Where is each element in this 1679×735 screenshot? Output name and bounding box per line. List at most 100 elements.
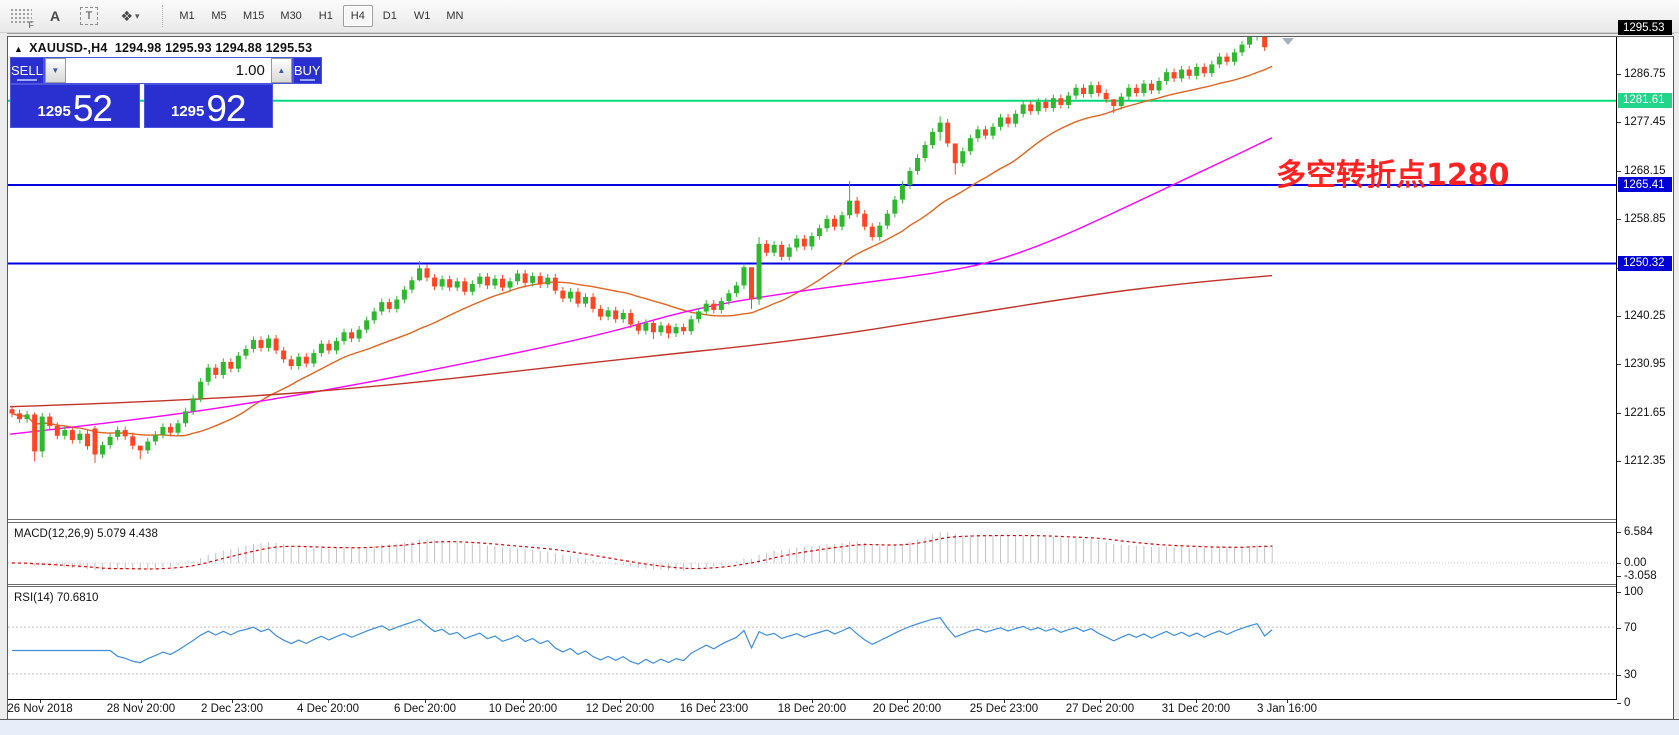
time-label: 26 Nov 2018	[7, 703, 73, 715]
axis-tick	[1617, 364, 1621, 366]
price-tick-label: 1230.95	[1624, 358, 1666, 371]
grid-dots-icon: F	[10, 8, 34, 30]
current-price-badge: 1295.53	[1618, 20, 1672, 36]
frame-right	[1674, 33, 1679, 735]
main-price-chart[interactable]	[8, 37, 1616, 519]
time-tick	[714, 700, 715, 703]
timeframe-toolbar: M1 M5 M15 M30 H1 H4 D1 W1 MN	[171, 5, 471, 27]
price-tick-label: 1286.75	[1624, 68, 1666, 80]
price-tick-label: 1268.15	[1624, 164, 1666, 177]
time-tick	[620, 700, 621, 703]
dashed-t-icon: T	[80, 7, 98, 25]
sell-price-small: 1295	[37, 103, 71, 120]
frame-top-inner	[0, 36, 1679, 37]
macd-label: MACD(12,26,9) 5.079 4.438	[14, 528, 158, 540]
panel-splitter[interactable]	[8, 586, 1617, 587]
timeframe-button-m5[interactable]: M5	[211, 10, 227, 22]
frame-top	[0, 33, 1679, 34]
axis-tick	[1617, 219, 1621, 221]
timeframe-button-d1[interactable]: D1	[382, 10, 397, 22]
time-tick	[523, 700, 524, 703]
timeframe-button-h1[interactable]: H1	[318, 10, 333, 22]
macd-indicator-panel[interactable]	[8, 523, 1616, 584]
buy-price-tile[interactable]: 1295 92	[143, 84, 273, 128]
timeframe-button-h4[interactable]: H4	[342, 5, 373, 27]
rsi-label: RSI(14) 70.6810	[14, 592, 99, 604]
rsi-axis-label: 30	[1624, 669, 1637, 681]
one-click-trading-panel: SELL ▼ ▲ BUY 1295 52 1295 92	[10, 57, 322, 128]
panel-splitter[interactable]	[8, 522, 1617, 523]
chart-title: ▲ XAUUSD-,H4 1294.98 1295.93 1294.88 1295…	[14, 41, 312, 55]
price-tick-label: 1258.85	[1624, 213, 1666, 226]
axis-tick	[1617, 412, 1621, 414]
volume-decrease-button[interactable]: ▼	[44, 58, 66, 83]
frame-left	[0, 33, 7, 735]
time-label: 20 Dec 20:00	[872, 703, 942, 715]
volume-input[interactable]	[65, 58, 271, 83]
time-label: 16 Dec 23:00	[679, 703, 749, 715]
price-tick-label: 1221.65	[1624, 406, 1666, 419]
scroll-to-end-icon[interactable]	[1282, 38, 1294, 45]
axis-tick	[1617, 576, 1621, 577]
frame-right-inner	[1673, 36, 1674, 719]
timeframe-button-m30[interactable]: M30	[280, 10, 302, 22]
text-label-icon[interactable]: A	[49, 8, 61, 24]
time-label: 2 Dec 23:00	[200, 703, 264, 715]
axis-tick	[1617, 592, 1621, 593]
time-label: 10 Dec 20:00	[488, 703, 558, 715]
price-tick-label: 1212.35	[1624, 455, 1666, 468]
text-box-icon[interactable]: T	[76, 4, 102, 28]
price-tick-label: 1240.25	[1624, 309, 1666, 322]
time-tick	[907, 700, 908, 703]
sell-price-big: 52	[72, 87, 113, 129]
axis-tick	[1617, 170, 1621, 172]
time-tick	[141, 700, 142, 703]
axis-tick	[1617, 532, 1621, 533]
sell-price-tile[interactable]: 1295 52	[10, 84, 140, 128]
panel-splitter[interactable]	[8, 519, 1617, 520]
sell-button[interactable]: SELL	[10, 57, 44, 84]
time-tick	[812, 700, 813, 703]
rsi-axis-label: 0	[1624, 697, 1631, 709]
frame-top-pad	[0, 34, 1679, 36]
price-axis-border	[1616, 37, 1617, 700]
symbol-period-label: XAUUSD-,H4	[29, 41, 108, 55]
hline-price-badge: 1265.41	[1618, 177, 1672, 192]
timeframe-button-w1[interactable]: W1	[413, 10, 431, 22]
arrange-objects-icon[interactable]: ❖ ▾	[110, 4, 150, 28]
axis-tick	[1617, 703, 1621, 704]
grip-f-icon[interactable]: F	[8, 4, 34, 30]
ohlc-values: 1294.98 1295.93 1294.88 1295.53	[114, 41, 313, 55]
rsi-axis-label: 70	[1624, 622, 1637, 634]
volume-control: ▼ ▲	[43, 57, 293, 84]
time-axis[interactable]: 26 Nov 2018 28 Nov 20:00 2 Dec 23:00 4 Dec …	[7, 700, 1617, 718]
time-tick	[328, 700, 329, 703]
toolbar-separator	[162, 5, 163, 27]
time-tick	[1287, 700, 1288, 703]
volume-increase-button[interactable]: ▲	[270, 58, 292, 83]
rsi-indicator-panel[interactable]	[8, 587, 1616, 698]
time-label: 4 Dec 20:00	[296, 703, 360, 715]
axis-tick	[1617, 122, 1621, 124]
time-label: 25 Dec 23:00	[969, 703, 1039, 715]
axis-tick	[1617, 461, 1621, 463]
time-label: 12 Dec 20:00	[585, 703, 655, 715]
time-label: 27 Dec 20:00	[1065, 703, 1135, 715]
axis-tick	[1617, 675, 1621, 676]
time-tick	[1100, 700, 1101, 703]
price-axis[interactable]: 1286.751277.451268.151258.851249.551240.…	[1617, 20, 1673, 718]
buy-button[interactable]: BUY	[292, 57, 322, 84]
dropdown-caret-icon: ▾	[135, 10, 140, 21]
frame-left-inner	[7, 36, 8, 719]
diamonds-icon: ❖	[120, 7, 134, 24]
hline-price-badge: 1250.32	[1618, 255, 1672, 271]
timeframe-button-mn[interactable]: MN	[446, 10, 464, 22]
time-label: 3 Jan 16:00	[1256, 703, 1318, 715]
macd-axis-label: 6.584	[1624, 526, 1653, 538]
collapse-arrow-icon[interactable]: ▲	[14, 44, 24, 54]
timeframe-button-m15[interactable]: M15	[243, 10, 265, 22]
panel-splitter[interactable]	[8, 584, 1617, 585]
timeframe-button-m1[interactable]: M1	[179, 10, 195, 22]
chart-annotation-text: 多空转折点1280	[1276, 158, 1510, 193]
